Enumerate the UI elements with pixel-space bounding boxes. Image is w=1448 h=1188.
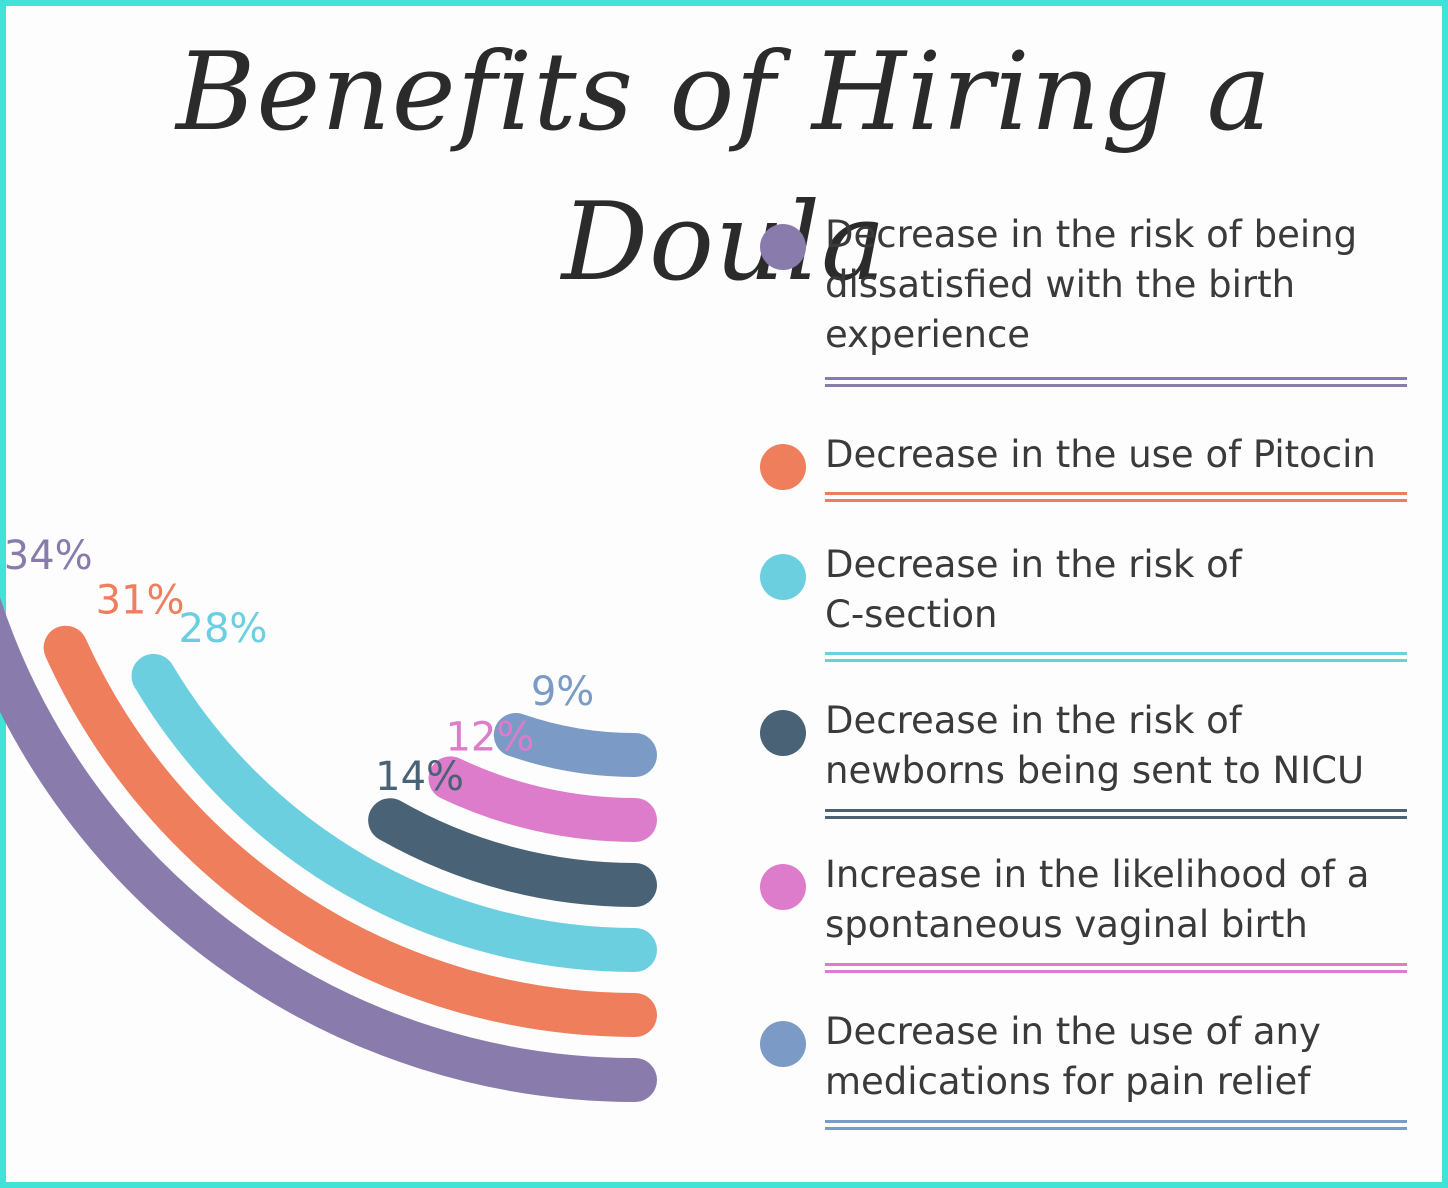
legend-divider [825,652,1407,662]
value-label-vaginal-birth: 12% [445,714,534,760]
legend-dot [760,224,806,270]
infographic-title: Benefits of Hiring a Doula [175,30,1273,305]
arc-pain-relief [493,712,657,777]
radial-bar-chart: 34%31%28% 14%12%9% [0,533,657,1102]
value-label-c-section: 28% [179,606,268,652]
legend-divider [825,963,1407,973]
value-label-nicu: 14% [375,754,464,800]
chart-arcs [0,597,657,1102]
value-label-pain-relief: 9% [531,669,594,715]
legend-text: Decrease in the risk of being dissatisfi… [825,213,1358,356]
arc-pitocin [43,625,657,1037]
value-label-pitocin: 31% [96,578,185,624]
legend-text: Decrease in the use of Pitocin [825,433,1376,476]
arc-c-section [131,653,657,972]
legend-dot [760,554,806,600]
chart-value-labels: 34%31%28% 14%12%9% [4,533,595,800]
value-label-dissatisfaction: 34% [4,533,93,579]
legend-dot [760,710,806,756]
legend-text: Decrease in the use of any medications f… [825,1010,1321,1103]
legend-dot [760,864,806,910]
legend-dot [760,1021,806,1067]
arc-dissatisfaction [0,597,657,1102]
legend-divider [825,492,1407,502]
legend-dot [760,444,806,490]
legend-divider [825,809,1407,819]
legend-text: Decrease in the risk of C-section [825,543,1242,636]
legend-text: Decrease in the risk of newborns being s… [825,699,1365,792]
legend-divider [825,1120,1407,1130]
legend-text: Increase in the likelihood of a spontane… [825,853,1370,946]
arc-vaginal-birth [428,756,657,842]
legend-divider [825,377,1407,387]
arc-nicu [368,798,657,907]
